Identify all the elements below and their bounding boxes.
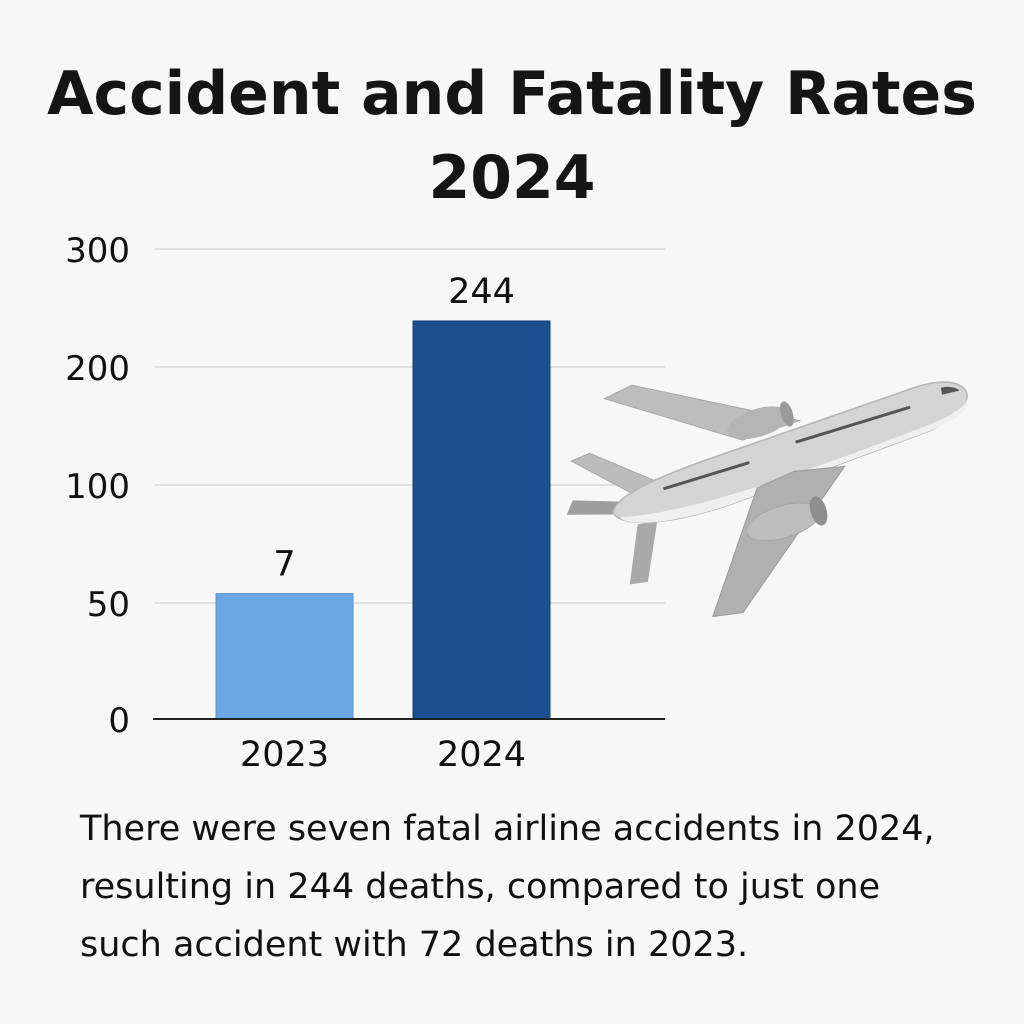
bar-chart: 300 200 100 50 0 2023 2024 7 244 — [65, 231, 968, 775]
y-tick-label-100: 100 — [65, 467, 130, 507]
x-tick-label-2023: 2023 — [240, 735, 329, 775]
data-label-2024: 244 — [448, 272, 515, 312]
y-tick-label-200: 200 — [65, 349, 130, 389]
data-label-2023: 7 — [273, 545, 295, 585]
caption-line-1: There were seven fatal airline accidents… — [80, 809, 935, 849]
chart-title-line-1: Accident and Fatality Rates — [47, 59, 977, 129]
bar-2023 — [215, 593, 354, 720]
chart-caption: There were seven fatal airline accidents… — [80, 800, 980, 974]
bar-2024 — [412, 320, 551, 720]
bar-data-labels: 7 244 — [273, 272, 515, 585]
chart-gridlines — [155, 248, 665, 604]
y-tick-label-300: 300 — [65, 231, 130, 271]
y-axis-tick-labels: 300 200 100 50 0 — [65, 231, 130, 741]
chart-bars — [215, 320, 551, 720]
chart-title-line-2: 2024 — [428, 143, 596, 213]
caption-line-2: resulting in 244 deaths, compared to jus… — [80, 867, 881, 907]
caption-line-3: such accident with 72 deaths in 2023. — [80, 925, 749, 965]
airplane-icon — [566, 381, 968, 618]
x-tick-label-2024: 2024 — [437, 735, 526, 775]
y-tick-label-0: 0 — [108, 701, 130, 741]
y-tick-label-50: 50 — [87, 585, 130, 625]
x-axis-tick-labels: 2023 2024 — [240, 735, 526, 775]
chart-title: Accident and Fatality Rates 2024 — [0, 52, 1024, 220]
